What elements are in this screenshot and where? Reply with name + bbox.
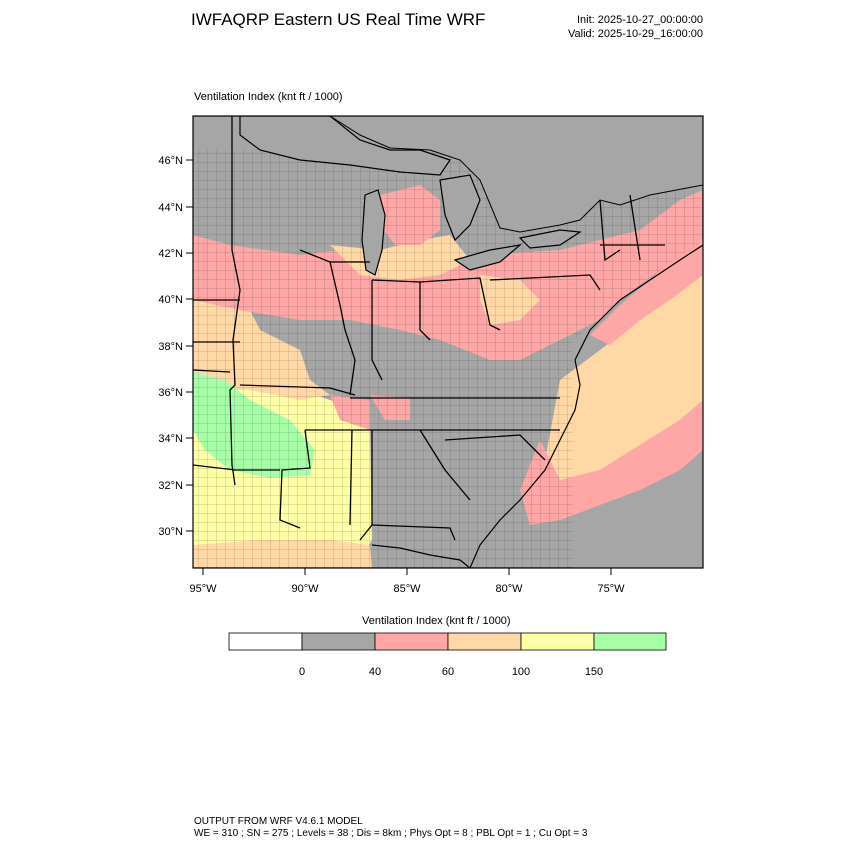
legend-title: Ventilation Index (knt ft / 1000) (362, 615, 511, 627)
lon-label: 95°W (189, 583, 217, 595)
legend-tick-label: 60 (442, 666, 454, 678)
valid-time: Valid: 2025-10-29_16:00:00 (568, 28, 703, 40)
lat-ticks (186, 159, 193, 532)
map-frame (192, 115, 704, 569)
field-label: Ventilation Index (knt ft / 1000) (194, 91, 343, 103)
legend-tick-label: 0 (299, 666, 305, 678)
legend-bin (520, 632, 595, 651)
footer-model: OUTPUT FROM WRF V4.6.1 MODEL (194, 816, 363, 827)
lon-label: 75°W (597, 583, 625, 595)
legend-tick-label: 40 (369, 666, 381, 678)
lat-label: 44°N (158, 202, 183, 214)
lon-label: 90°W (291, 583, 319, 595)
plot-title: IWFAQRP Eastern US Real Time WRF (191, 10, 486, 29)
legend-bin (228, 632, 303, 651)
init-time: Init: 2025-10-27_00:00:00 (577, 14, 703, 26)
legend-bin (374, 632, 449, 651)
label-bar (228, 632, 667, 651)
lat-label: 30°N (158, 526, 183, 538)
state-borders (193, 116, 665, 541)
legend-bin (593, 632, 667, 651)
lon-label: 85°W (393, 583, 421, 595)
lat-label: 42°N (158, 248, 183, 260)
legend-tick-label: 150 (585, 666, 603, 678)
footer-config: WE = 310 ; SN = 275 ; Levels = 38 ; Dis … (194, 828, 588, 839)
lat-label: 38°N (158, 341, 183, 353)
legend-bin (301, 632, 376, 651)
great-lakes (239, 116, 582, 276)
lat-label: 36°N (158, 387, 183, 399)
legend-tick-label: 100 (512, 666, 530, 678)
lat-label: 40°N (158, 294, 183, 306)
lon-ticks (202, 568, 612, 575)
lat-label: 46°N (158, 155, 183, 167)
lat-label: 32°N (158, 480, 183, 492)
lon-label: 80°W (495, 583, 523, 595)
map-area (193, 116, 703, 568)
lat-label: 34°N (158, 433, 183, 445)
legend-bin (447, 632, 522, 651)
